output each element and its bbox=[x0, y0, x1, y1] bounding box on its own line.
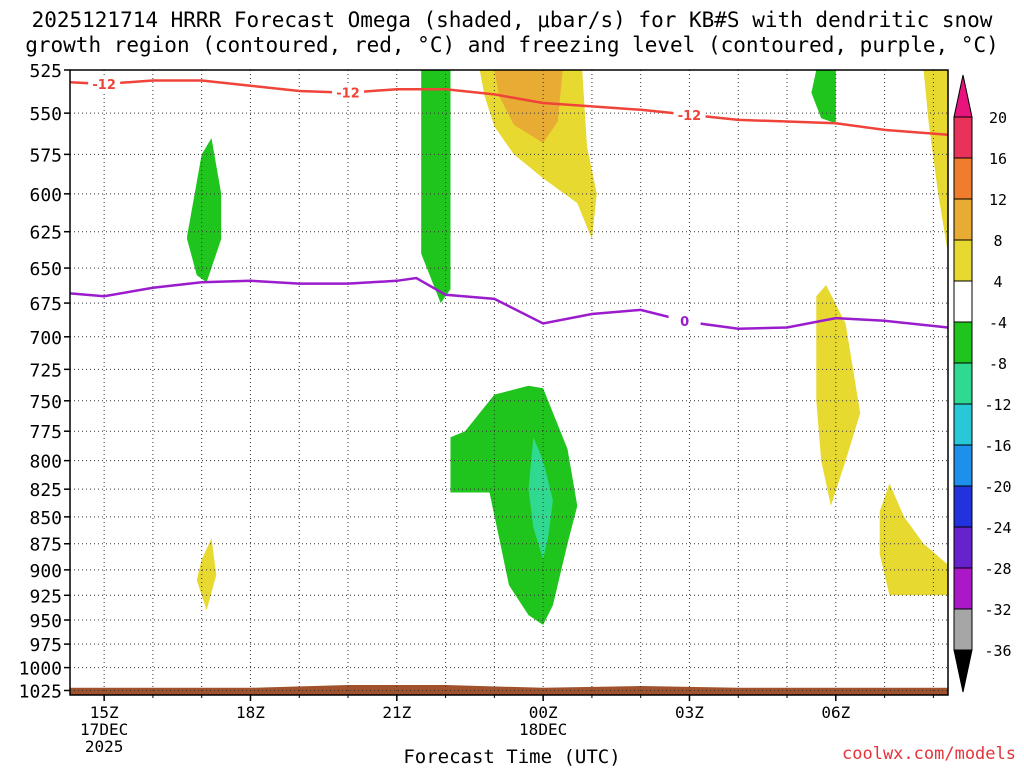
x-tick-label: 18Z bbox=[236, 703, 265, 722]
colorbar-segment-8 bbox=[953, 444, 973, 487]
colorbar-segment-12 bbox=[953, 608, 973, 651]
y-tick-label: 600 bbox=[29, 185, 62, 206]
colorbar-label: -24 bbox=[984, 519, 1011, 537]
plot-frame bbox=[69, 69, 949, 696]
y-tick-label: 775 bbox=[29, 422, 62, 443]
y-tick-label: 700 bbox=[29, 328, 62, 349]
plot-area: -12 -12 -12 0 bbox=[70, 70, 948, 695]
contour-label-bg bbox=[673, 106, 706, 123]
omega-region-8 bbox=[816, 285, 861, 506]
y-tick-label: 975 bbox=[29, 635, 62, 656]
y-tick-label: 725 bbox=[29, 360, 62, 381]
contour-label-1-0: 0 bbox=[680, 315, 689, 330]
y-tick-label: 900 bbox=[29, 561, 62, 582]
x-tick-label: 00Z bbox=[529, 703, 558, 722]
omega-region-10 bbox=[923, 70, 948, 254]
terrain-fill bbox=[70, 685, 948, 695]
x-tick-label: 03Z bbox=[675, 703, 704, 722]
colorbar-segment-9 bbox=[953, 485, 973, 528]
colorbar-segment-5 bbox=[953, 321, 973, 364]
colorbar-segment-4 bbox=[953, 280, 973, 323]
x-tick-label: 15Z bbox=[90, 703, 119, 722]
colorbar-label: -36 bbox=[984, 642, 1011, 660]
colorbar-label: -20 bbox=[984, 478, 1011, 496]
y-tick-label: 800 bbox=[29, 452, 62, 473]
colorbar-segment-7 bbox=[953, 403, 973, 446]
contour-label-0-2: -12 bbox=[678, 109, 702, 124]
x-tick-sublabel-date: 17DEC bbox=[80, 720, 128, 739]
omega-region-4 bbox=[528, 437, 553, 560]
colorbar-label: -32 bbox=[984, 601, 1011, 619]
colorbar-segment-0 bbox=[953, 116, 973, 159]
y-tick-label: 825 bbox=[29, 480, 62, 501]
chart-title-line-2: growth region (contoured, red, °C) and f… bbox=[25, 33, 999, 57]
y-tick-label: 925 bbox=[29, 586, 62, 607]
omega-region-1 bbox=[421, 70, 451, 304]
colorbar-segment-1 bbox=[953, 157, 973, 200]
colorbar-segment-3 bbox=[953, 239, 973, 282]
y-tick-label: 750 bbox=[29, 392, 62, 413]
colorbar-label: -8 bbox=[989, 355, 1007, 373]
omega-region-2 bbox=[811, 70, 836, 124]
contour-label-bg bbox=[88, 76, 121, 93]
omega-region-6 bbox=[494, 70, 563, 143]
y-tick-label: 950 bbox=[29, 611, 62, 632]
colorbar-segment-6 bbox=[953, 362, 973, 405]
contour-label-0-0: -12 bbox=[92, 78, 116, 93]
x-axis-label: Forecast Time (UTC) bbox=[403, 746, 621, 768]
y-tick-label: 575 bbox=[29, 145, 62, 166]
colorbar-label: 12 bbox=[989, 191, 1007, 209]
y-tick-label: 550 bbox=[29, 104, 62, 125]
colorbar-label: 16 bbox=[989, 150, 1007, 168]
colorbar-label: -4 bbox=[989, 314, 1007, 332]
colorbar-segment-10 bbox=[953, 526, 973, 569]
omega-region-3 bbox=[450, 385, 578, 625]
omega-region-0 bbox=[187, 138, 222, 283]
contour-line-1 bbox=[70, 276, 948, 331]
omega-region-9 bbox=[879, 483, 948, 596]
contour-label-bg bbox=[668, 312, 701, 329]
x-tick-sublabel-date: 18DEC bbox=[519, 720, 567, 739]
omega-region-7 bbox=[196, 538, 217, 611]
colorbar-segment-2 bbox=[953, 198, 973, 241]
x-tick-label: 21Z bbox=[382, 703, 411, 722]
y-tick-label: 525 bbox=[29, 61, 62, 82]
credit-text[interactable]: coolwx.com/models bbox=[842, 744, 1016, 764]
colorbar-label: -28 bbox=[984, 560, 1011, 578]
y-tick-label: 625 bbox=[29, 223, 62, 244]
colorbar-label: -12 bbox=[984, 396, 1011, 414]
y-tick-label: 850 bbox=[29, 508, 62, 529]
colorbar-bottom-arrow bbox=[953, 649, 973, 693]
x-tick-label: 06Z bbox=[821, 703, 850, 722]
chart-title-line-1: 2025121714 HRRR Forecast Omega (shaded, … bbox=[31, 8, 993, 32]
colorbar-label: 4 bbox=[993, 273, 1002, 291]
contour-label-0-1: -12 bbox=[336, 87, 360, 102]
colorbar-top-arrow bbox=[953, 74, 973, 118]
colorbar-segment-11 bbox=[953, 567, 973, 610]
contour-line-0 bbox=[70, 79, 948, 137]
y-tick-label: 875 bbox=[29, 535, 62, 556]
colorbar-label: 20 bbox=[989, 109, 1007, 127]
y-tick-label: 1025 bbox=[19, 681, 62, 702]
contour-label-bg bbox=[332, 84, 365, 101]
y-tick-label: 650 bbox=[29, 259, 62, 280]
y-tick-label: 675 bbox=[29, 294, 62, 315]
colorbar-label: 8 bbox=[993, 232, 1002, 250]
y-tick-label: 1000 bbox=[19, 659, 62, 680]
colorbar-label: -16 bbox=[984, 437, 1011, 455]
x-tick-sublabel-year: 2025 bbox=[85, 737, 124, 756]
